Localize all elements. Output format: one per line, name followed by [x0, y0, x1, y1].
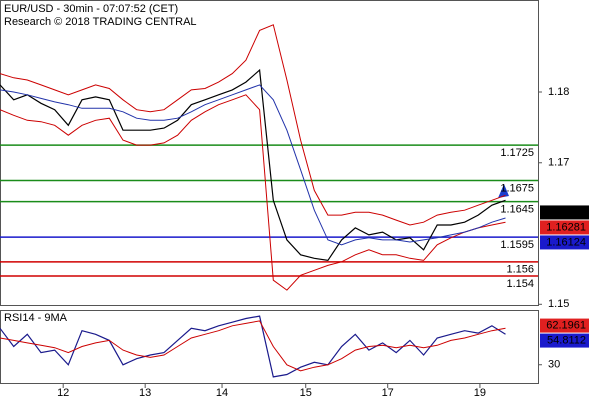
series-line [0, 68, 506, 262]
level-label: 1.156 [506, 264, 534, 276]
x-tick-label: 15 [300, 387, 312, 399]
y-tick-label: 1.17 [548, 157, 569, 169]
price-tag-label: 54.8112 [547, 334, 586, 346]
x-tick-label: 13 [139, 387, 151, 399]
price-tag [540, 205, 589, 220]
chart-title: EUR/USD - 30min - 07:07:52 (CET) [4, 3, 178, 15]
price-tag-label: 62.1961 [546, 319, 586, 331]
level-label: 1.1675 [500, 182, 534, 194]
price-tag [540, 220, 589, 235]
level-label: 1.154 [506, 278, 534, 290]
x-tick-label: 19 [474, 387, 486, 399]
price-tag [540, 235, 589, 250]
level-label: 1.1725 [500, 147, 534, 159]
chart-subtitle: Research © 2018 TRADING CENTRAL [4, 16, 197, 28]
level-label: 1.1595 [500, 239, 534, 251]
level-label: 1.1645 [500, 204, 534, 216]
y-tick-label: 1.15 [548, 298, 569, 310]
series-line [0, 94, 506, 291]
price-tag-label: 1.16281 [546, 221, 586, 233]
series-line [0, 320, 506, 372]
series-line [0, 315, 506, 378]
x-tick-label: 17 [382, 387, 394, 399]
price-tag [540, 333, 589, 348]
price-panel [0, 0, 539, 306]
price-tag-label: 1.16298 [546, 206, 586, 218]
x-tick-label: 12 [57, 387, 69, 399]
price-tag-label: 1.16124 [546, 236, 586, 248]
rsi-panel [0, 310, 539, 384]
y-tick-label: 1.18 [548, 86, 569, 98]
x-tick-label: 14 [216, 387, 228, 399]
price-tag [540, 318, 589, 333]
series-line [0, 84, 506, 246]
rsi-title: RSI14 - 9MA [4, 312, 68, 324]
trend-arrow [498, 184, 509, 198]
y-tick-label: 30 [548, 359, 560, 371]
series-line [0, 24, 506, 226]
